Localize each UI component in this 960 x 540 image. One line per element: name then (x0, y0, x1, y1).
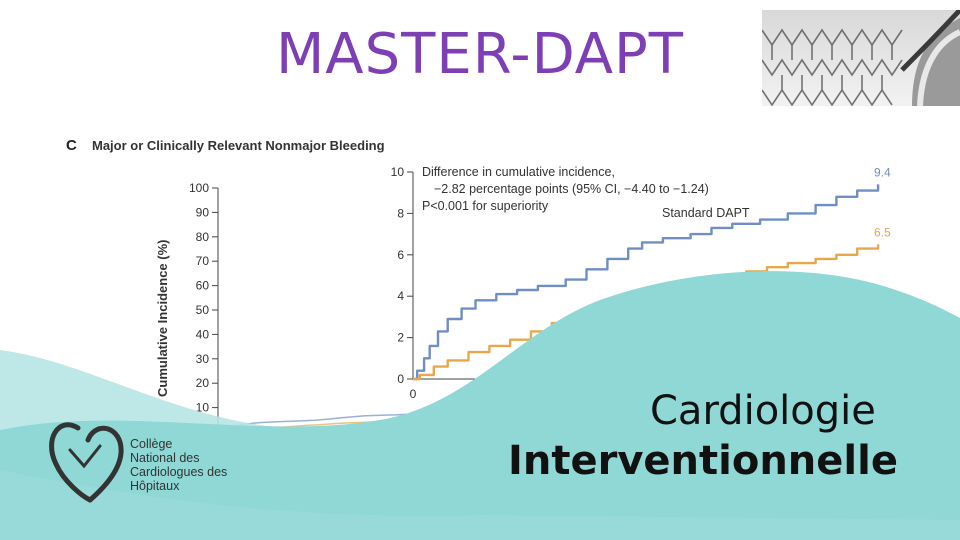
outer-ytick-label: 10 (196, 401, 210, 415)
inset-xtick-label: 0 (410, 387, 417, 401)
stent-illustration (762, 10, 960, 106)
ylabel: Cumulative Incidence (%) (155, 240, 170, 397)
annotation-line-1: Difference in cumulative incidence, (422, 165, 615, 179)
outer-ytick-label: 50 (196, 303, 210, 317)
series-end-label: 9.4 (874, 165, 891, 179)
series-line-1 (413, 184, 880, 381)
series-end-label: 6.5 (874, 225, 891, 239)
outer-ytick-label: 80 (196, 230, 210, 244)
stent-image (762, 10, 960, 106)
slide-title: MASTER-DAPT (275, 22, 685, 87)
wave-main (0, 271, 960, 540)
chart-title: Major or Clinically Relevant Nonmajor Bl… (92, 138, 385, 153)
inset-ytick-label: 4 (397, 289, 404, 303)
logo-line-4: Hôpitaux (130, 479, 180, 493)
outer-ytick-label: 60 (196, 279, 210, 293)
brand-line-1: Cardiologie (650, 388, 876, 434)
brand-line-2: Interventionnelle (508, 438, 898, 484)
inset-ytick-label: 0 (397, 372, 404, 386)
outer-ytick-label: 20 (196, 376, 210, 390)
inset-ytick-label: 2 (397, 331, 404, 345)
annotation-layer: Difference in cumulative incidence, −2.8… (422, 165, 709, 213)
annotation-line-2: −2.82 percentage points (95% CI, −4.40 t… (434, 182, 709, 196)
logo-line-3: Cardiologues des (130, 465, 228, 479)
inset-ytick-label: 10 (391, 165, 405, 179)
logo-line-1: Collège (130, 437, 173, 451)
annotation-line-3: P<0.001 for superiority (422, 199, 549, 213)
cnch-logo-icon (49, 422, 124, 503)
panel-label: C (66, 137, 77, 154)
inset-ytick-label: 8 (397, 206, 404, 220)
outer-ytick-label: 30 (196, 352, 210, 366)
outer-ytick-label: 70 (196, 254, 210, 268)
wave-bottom (0, 470, 960, 540)
logo-line-2: National des (130, 451, 200, 465)
outer-ytick-label: 100 (189, 181, 209, 195)
outer-ytick-label: 40 (196, 327, 210, 341)
outer-ytick-label: 90 (196, 205, 210, 219)
cnch-logo-text: Collège National des Cardiologues des Hô… (130, 437, 227, 493)
inset-ytick-label: 6 (397, 248, 404, 262)
series-name-label: Standard DAPT (662, 206, 750, 220)
